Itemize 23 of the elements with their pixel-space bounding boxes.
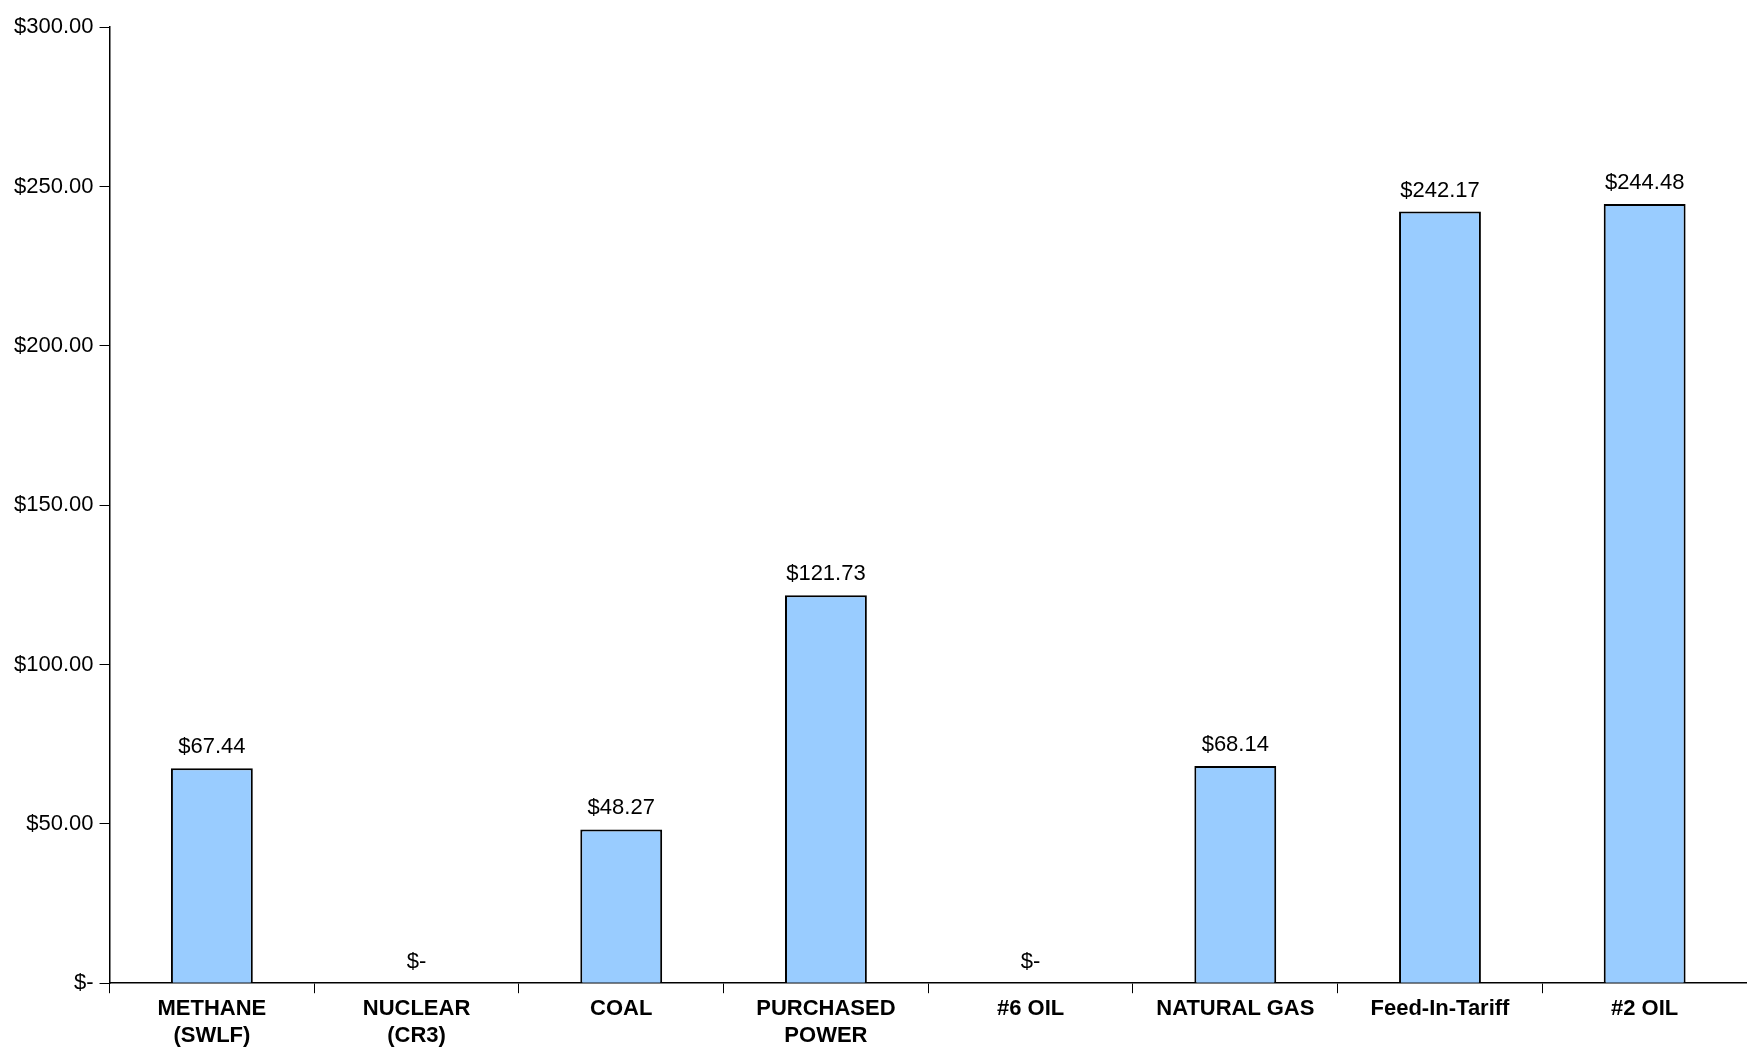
- y-tick-label: $100.00: [13, 650, 94, 676]
- data-label: $-: [1020, 948, 1041, 974]
- x-tick-label: #2 OIL: [1611, 995, 1679, 1021]
- y-tick-label: $-: [73, 969, 94, 995]
- y-tick-label: $300.00: [13, 13, 94, 39]
- x-tick-label: Feed-In-Tariff: [1370, 995, 1511, 1021]
- x-tick-label: METHANE (SWLF): [157, 995, 267, 1047]
- data-label: $68.14: [1201, 731, 1269, 757]
- x-tick-label: #6 OIL: [996, 995, 1065, 1021]
- data-label: $121.73: [786, 560, 866, 586]
- data-label: $244.48: [1604, 169, 1685, 195]
- data-label: $242.17: [1400, 176, 1480, 202]
- y-tick-label: $250.00: [13, 172, 94, 198]
- data-label: $67.44: [178, 733, 246, 759]
- data-label: $-: [406, 948, 427, 974]
- x-tick-label: NUCLEAR (CR3): [362, 995, 471, 1047]
- x-tick-label: PURCHASED POWER: [756, 995, 896, 1047]
- y-tick-label: $50.00: [26, 809, 94, 835]
- data-label: $48.27: [587, 794, 655, 820]
- y-tick-label: $150.00: [13, 491, 94, 517]
- x-tick-label: COAL: [590, 995, 653, 1021]
- x-tick-label: NATURAL GAS: [1156, 995, 1315, 1021]
- y-tick-label: $200.00: [13, 331, 94, 357]
